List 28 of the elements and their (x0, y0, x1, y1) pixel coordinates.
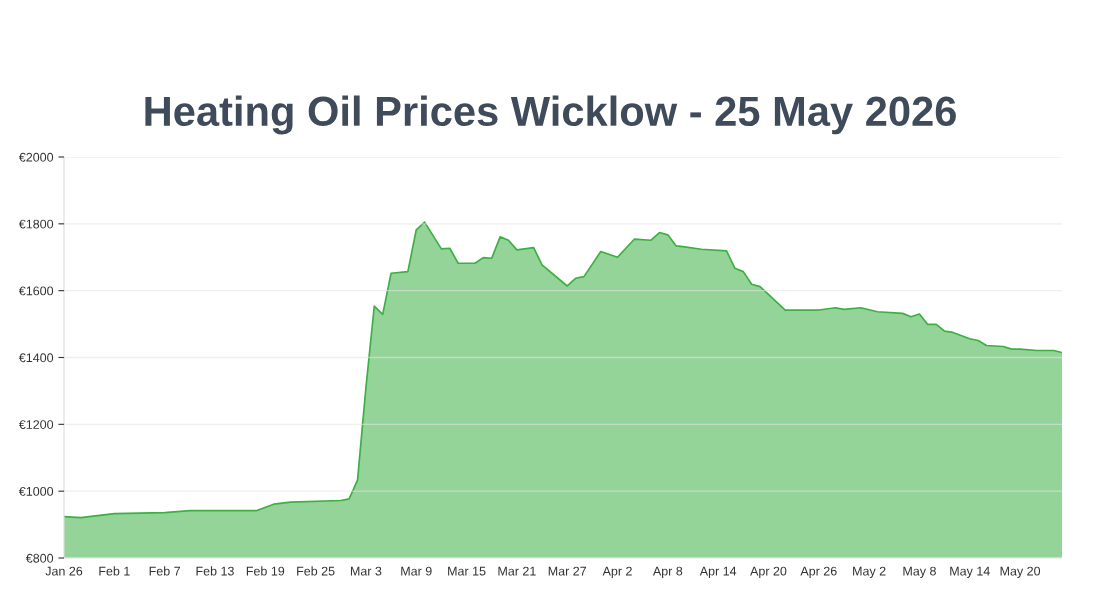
x-tick-label: Feb 19 (246, 566, 285, 576)
x-tick-label: Apr 26 (800, 566, 837, 578)
x-tick-label: Jan 26 (45, 566, 83, 576)
chart-title: Heating Oil Prices Wicklow - 25 May 2026 (145, 95, 956, 135)
x-tick-label: Apr 2 (602, 566, 632, 578)
x-tick-label: Mar 3 (350, 566, 382, 576)
y-tick-label: €800 (25, 553, 54, 563)
x-tick-label: Mar 15 (448, 566, 486, 576)
x-tick-label: Apr 20 (750, 566, 787, 578)
x-tick-label: May 20 (1000, 566, 1041, 578)
x-tick-label: Mar 9 (401, 566, 432, 576)
x-tick-label: Feb 1 (99, 566, 130, 576)
y-tick-label: €1000 (18, 486, 54, 496)
x-tick-label: Mar 27 (548, 566, 587, 576)
y-tick-label: €2000 (18, 152, 54, 162)
x-tick-label: Apr 14 (699, 566, 737, 578)
y-tick-label: €1200 (18, 420, 54, 429)
y-tick-label: €1800 (18, 219, 54, 229)
x-tick-label: May 14 (950, 566, 990, 578)
x-tick-label: May 2 (853, 566, 886, 578)
x-tick-label: Feb 25 (297, 566, 335, 576)
x-tick-label: Mar 21 (498, 566, 536, 576)
y-tick-label: €1600 (18, 286, 54, 296)
x-tick-label: Feb 13 (196, 566, 234, 576)
x-tick-label: Apr 8 (652, 566, 683, 578)
x-tick-label: May 8 (903, 566, 936, 578)
y-tick-label: €1400 (18, 353, 54, 363)
x-tick-label: Feb 7 (149, 566, 180, 576)
